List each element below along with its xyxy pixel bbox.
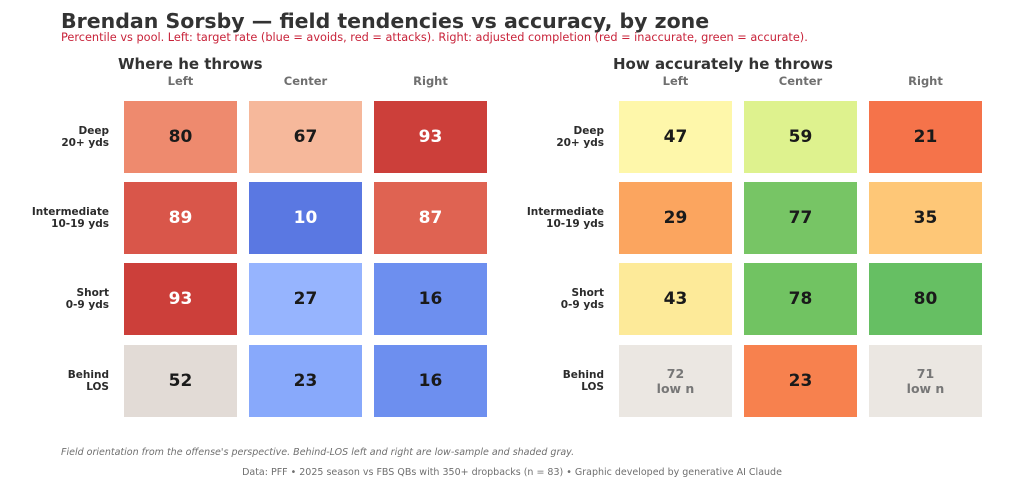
heatmap-cell: 71 low n: [869, 345, 982, 417]
heatmap-cell: 78: [744, 263, 857, 335]
heatmap-cell: 21: [869, 101, 982, 173]
heatmap-cell: 35: [869, 182, 982, 254]
heatmap-cell: 67: [249, 101, 362, 173]
row-label: Intermediate 10-19 yds: [31, 206, 109, 230]
panel-title: How accurately he throws: [613, 55, 833, 73]
row-label: Deep 20+ yds: [61, 125, 109, 149]
heatmap-cell: 10: [249, 182, 362, 254]
row-label: Behind LOS: [67, 369, 109, 393]
heatmap-cell: 29: [619, 182, 732, 254]
row-label: Short 0-9 yds: [560, 287, 604, 311]
column-label-center: Center: [283, 74, 328, 88]
heatmap-cell: 59: [744, 101, 857, 173]
row-label: Short 0-9 yds: [65, 287, 109, 311]
heatmap-cell: 77: [744, 182, 857, 254]
heatmap-cell: 52: [124, 345, 237, 417]
column-label-right: Right: [413, 74, 448, 88]
heatmap-cell: 43: [619, 263, 732, 335]
heatmap-cell: 80: [124, 101, 237, 173]
heatmap-cell: 89: [124, 182, 237, 254]
row-label: Behind LOS: [562, 369, 604, 393]
heatmap-cell: 72 low n: [619, 345, 732, 417]
column-label-right: Right: [908, 74, 943, 88]
heatmap-cell: 27: [249, 263, 362, 335]
heatmap-cell: 87: [374, 182, 487, 254]
heatmap-cell: 23: [744, 345, 857, 417]
heatmap-cell: 16: [374, 263, 487, 335]
panel-title: Where he throws: [118, 55, 263, 73]
column-label-center: Center: [778, 74, 823, 88]
chart-title: Brendan Sorsby — field tendencies vs acc…: [61, 9, 710, 33]
heatmap-cell: 47: [619, 101, 732, 173]
row-label: Deep 20+ yds: [556, 125, 604, 149]
heatmap-cell: 93: [124, 263, 237, 335]
column-label-left: Left: [167, 74, 194, 88]
heatmap-cell: 23: [249, 345, 362, 417]
heatmap-cell: 16: [374, 345, 487, 417]
heatmap-cell: 93: [374, 101, 487, 173]
footnote: Field orientation from the offense's per…: [61, 447, 575, 458]
source-credit: Data: PFF • 2025 season vs FBS QBs with …: [242, 467, 782, 478]
chart-subtitle: Percentile vs pool. Left: target rate (b…: [61, 31, 808, 44]
row-label: Intermediate 10-19 yds: [526, 206, 604, 230]
column-label-left: Left: [662, 74, 689, 88]
heatmap-cell: 80: [869, 263, 982, 335]
